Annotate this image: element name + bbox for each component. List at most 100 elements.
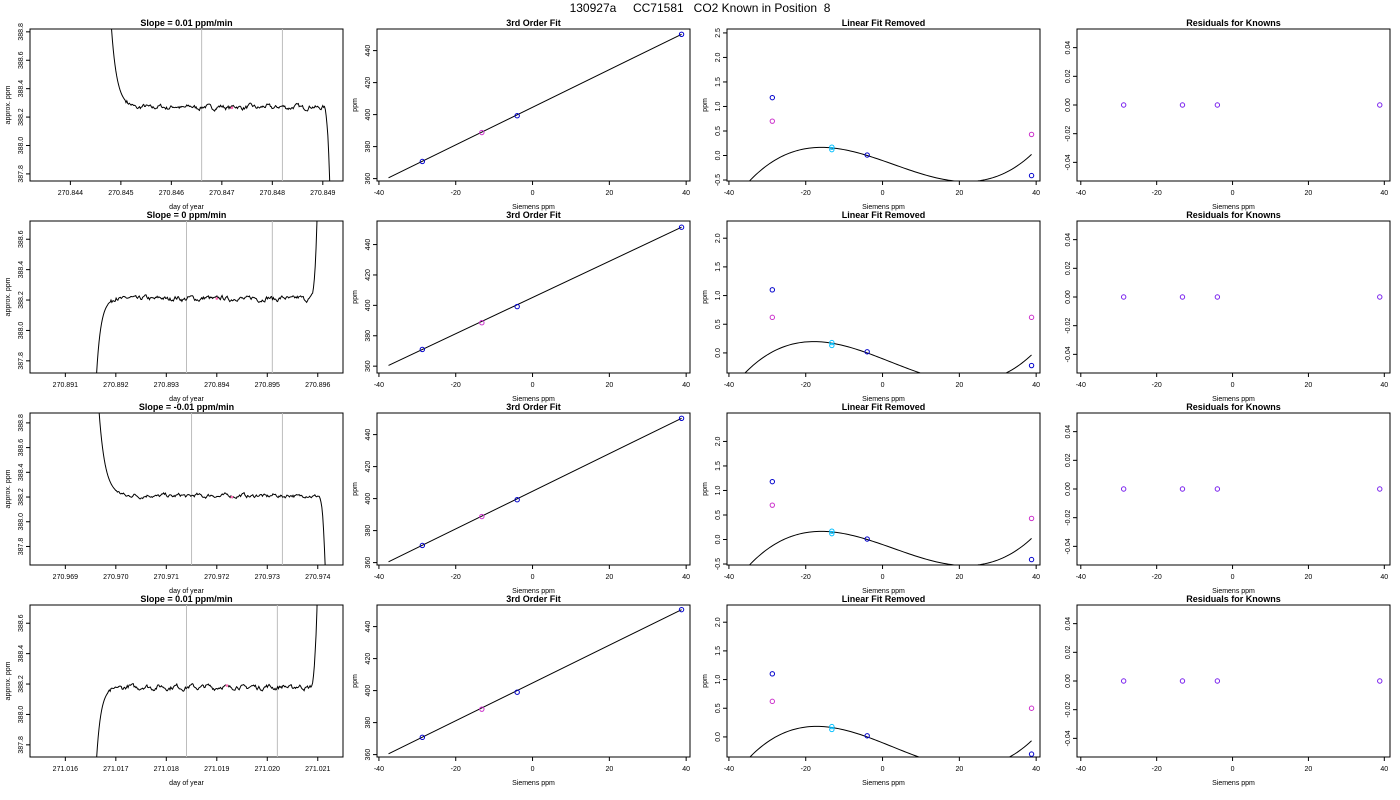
y-axis-label: approx. ppm <box>5 469 12 508</box>
chart-title: 3rd Order Fit <box>506 402 561 412</box>
x-tick-label: 40 <box>682 190 690 197</box>
y-tick-label: 0.02 <box>1065 645 1072 659</box>
x-axis-label: Siemens ppm <box>512 780 555 787</box>
plot-frame <box>726 412 1041 566</box>
x-tick-label: 40 <box>1380 382 1388 389</box>
x-tick-label: -40 <box>724 382 734 389</box>
chart-panel-r3c1: Slope = -0.01 ppm/min day of year approx. … <box>5 402 344 595</box>
y-tick-label: 380 <box>365 525 372 537</box>
plot-frame <box>29 28 344 182</box>
plot-area <box>388 31 685 179</box>
y-tick-label: 388.0 <box>18 137 25 155</box>
data-point <box>419 158 426 165</box>
y-tick-label: 388.0 <box>18 322 25 340</box>
y-tick-label: 400 <box>365 299 372 311</box>
y-tick-label: 1.0 <box>715 486 722 496</box>
data-point <box>1028 515 1035 522</box>
x-tick-label: 270.849 <box>310 190 335 197</box>
data-point <box>1179 678 1186 684</box>
x-tick-label: 270.894 <box>204 382 229 389</box>
x-tick-label: 270.847 <box>209 190 234 197</box>
chart-panel-r3c3: Linear Fit Removed Siemens ppm ppm -40 -20 0 2… <box>702 402 1041 595</box>
window-midpoint-marker <box>215 297 219 300</box>
y-tick-label: 2.0 <box>715 617 722 627</box>
y-tick-label: 420 <box>365 77 372 89</box>
plot-frame <box>726 220 1041 374</box>
cubic-fit-curve <box>748 146 1032 181</box>
y-tick-label: -0.5 <box>715 174 722 186</box>
chart-panel-r2c4: Residuals for Knowns Siemens ppm -40 -20 0 20… <box>1065 210 1391 403</box>
x-tick-label: 270.846 <box>159 190 184 197</box>
y-tick-label: -0.04 <box>1065 346 1072 362</box>
chart-panel-r4c4: Residuals for Knowns Siemens ppm -40 -20 0 20… <box>1065 594 1391 787</box>
chart-title: Slope = 0.01 ppm/min <box>140 594 232 604</box>
plot-area <box>749 671 1035 757</box>
plot-area <box>1120 486 1383 492</box>
y-tick-label: 380 <box>365 330 372 342</box>
x-tick-label: 270.845 <box>108 190 133 197</box>
y-tick-label: 420 <box>365 461 372 473</box>
y-tick-label: 440 <box>365 45 372 57</box>
x-axis-label: Siemens ppm <box>862 204 905 211</box>
y-tick-label: 1.5 <box>715 77 722 87</box>
x-tick-label: -40 <box>724 766 734 773</box>
x-tick-label: 0 <box>1231 766 1235 773</box>
y-tick-label: 0.04 <box>1065 41 1072 55</box>
chart-panel-r1c4: Residuals for Knowns Siemens ppm -40 -20 0 20… <box>1065 18 1391 211</box>
y-tick-label: 388.2 <box>18 675 25 693</box>
y-tick-label: 387.8 <box>18 165 25 183</box>
y-tick-label: -0.04 <box>1065 730 1072 746</box>
y-tick-label: 1.0 <box>715 675 722 685</box>
x-tick-label: 270.895 <box>255 382 280 389</box>
data-point <box>864 152 870 158</box>
x-tick-label: 0 <box>531 766 535 773</box>
data-point <box>829 146 835 153</box>
y-tick-label: -0.02 <box>1065 702 1072 718</box>
chart-title: Residuals for Knowns <box>1186 210 1281 220</box>
data-point <box>514 303 520 310</box>
y-axis-label: ppm <box>702 98 709 112</box>
plot-area <box>111 29 331 181</box>
data-point <box>514 689 520 695</box>
y-axis-label: ppm <box>352 674 359 688</box>
x-tick-label: -40 <box>724 574 734 581</box>
data-point <box>1120 678 1127 684</box>
plot-area <box>388 606 685 755</box>
x-tick-label: 270.970 <box>103 574 128 581</box>
data-point <box>1120 294 1127 300</box>
y-tick-label: 1.0 <box>715 102 722 112</box>
x-tick-label: -40 <box>1076 382 1086 389</box>
cubic-fit-curve <box>749 725 1032 757</box>
y-tick-label: 440 <box>365 621 372 633</box>
plot-frame <box>1076 220 1391 374</box>
y-tick-label: 387.8 <box>18 538 25 556</box>
y-tick-label: -0.02 <box>1065 318 1072 334</box>
plot-area <box>1120 102 1383 108</box>
plot-area <box>1120 678 1383 684</box>
page-title: 130927a CC71581 CO2 Known in Position 8 <box>569 1 831 15</box>
x-tick-label: 270.893 <box>154 382 179 389</box>
data-point <box>1214 486 1221 492</box>
x-tick-label: 0 <box>531 190 535 197</box>
chart-title: Slope = -0.01 ppm/min <box>139 402 234 412</box>
x-tick-label: 20 <box>605 766 613 773</box>
x-tick-label: 40 <box>1380 574 1388 581</box>
x-tick-label: 0 <box>881 766 885 773</box>
y-tick-label: 0.00 <box>1065 482 1072 496</box>
chart-title: Linear Fit Removed <box>842 594 926 604</box>
data-point <box>864 536 870 542</box>
data-point <box>1377 102 1383 108</box>
y-tick-label: 388.6 <box>18 230 25 248</box>
chart-panel-r2c1: Slope = 0 ppm/min day of year approx. ppm 2… <box>5 210 344 403</box>
x-tick-label: -40 <box>374 382 384 389</box>
x-axis-label: day of year <box>169 588 204 595</box>
x-tick-label: -40 <box>1076 766 1086 773</box>
y-axis-label: ppm <box>352 290 359 304</box>
data-point <box>864 349 870 355</box>
x-tick-label: -20 <box>451 574 461 581</box>
y-tick-label: 0.04 <box>1065 425 1072 439</box>
data-point <box>678 415 685 421</box>
x-tick-label: 271.021 <box>305 766 330 773</box>
x-axis-label: day of year <box>169 204 204 211</box>
x-tick-label: 270.974 <box>305 574 330 581</box>
